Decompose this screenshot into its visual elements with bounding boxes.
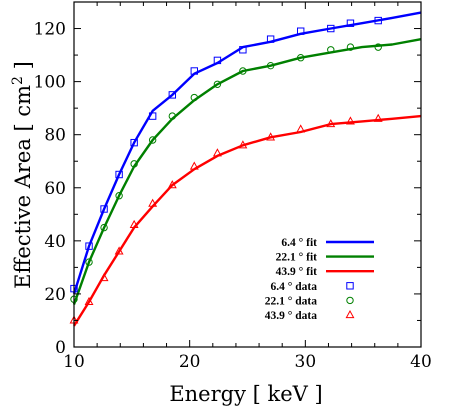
x-tick-label: 20 [179, 352, 201, 372]
data-point-circle [85, 258, 93, 266]
data-point-square [213, 56, 222, 65]
data-point-square [374, 16, 382, 25]
data-point-triangle [296, 124, 306, 133]
data-point-circle [148, 136, 157, 144]
chart-legend: 6.4 ° fit 22.1 ° fit 43.9 ° fit 6.4 ° data 2… [265, 237, 374, 322]
chart-marks [69, 11, 422, 327]
data-point-square [239, 46, 247, 54]
plot-frame [73, 1, 422, 348]
data-point-triangle [148, 198, 158, 207]
data-point-square [115, 170, 123, 179]
data-point-triangle [266, 132, 276, 141]
data-point-square [130, 138, 138, 147]
y-axis-title: Effective Area [ cm2 ] [10, 61, 35, 289]
y-tick-label: 80 [44, 126, 66, 146]
legend-label: 6.4 ° data [271, 281, 318, 293]
data-point-circle [327, 46, 335, 54]
data-point-triangle [167, 180, 177, 189]
legend-marker-swatch [345, 309, 355, 319]
fit-line-1 [72, 38, 422, 305]
data-point-triangle [212, 148, 222, 157]
data-point-circle [239, 67, 247, 75]
y-tick-label: 20 [44, 285, 66, 305]
data-point-circle [100, 223, 108, 232]
y-tick-label: 60 [44, 179, 66, 199]
data-point-circle [115, 192, 123, 200]
legend-label: 43.9 ° fit [276, 266, 317, 278]
data-point-square [297, 27, 305, 35]
x-tick-label: 30 [295, 352, 317, 372]
data-point-square [190, 67, 198, 75]
data-point-square [168, 91, 177, 99]
data-point-square [266, 35, 275, 43]
data-point-triangle [114, 246, 124, 255]
data-point-triangle [326, 119, 336, 128]
y-tick-label: 100 [34, 73, 66, 93]
data-point-triangle [189, 161, 199, 170]
data-point-square [100, 205, 108, 213]
x-axis-title: Energy [ keV ] [169, 382, 322, 406]
data-point-triangle [99, 272, 109, 282]
data-point-triangle [84, 296, 94, 305]
y-tick-label: 40 [44, 232, 66, 252]
x-tick-label: 40 [410, 352, 432, 372]
data-point-square [327, 24, 335, 33]
data-point-triangle [346, 116, 355, 125]
data-point-triangle [373, 113, 383, 122]
data-point-square [148, 112, 157, 120]
data-point-circle [190, 93, 198, 102]
data-point-square [346, 19, 355, 27]
legend-label: 43.9 ° data [265, 310, 317, 322]
y-tick-label: 0 [55, 338, 66, 358]
legend-label: 22.1 ° fit [276, 252, 317, 264]
data-point-square [85, 242, 93, 250]
data-point-circle [130, 160, 138, 168]
y-axis-title-superscript: 2 [10, 76, 26, 85]
legend-marker-swatch [346, 296, 354, 305]
chart-axes: 10 20 30 40 0 20 40 60 80 100 120 [34, 1, 432, 372]
y-axis-title-close: ] [11, 61, 35, 76]
data-point-circle [266, 61, 275, 70]
data-point-circle [346, 43, 355, 51]
fit-line-0 [72, 11, 422, 295]
data-point-circle [374, 43, 382, 51]
data-point-triangle [238, 140, 248, 149]
x-tick-label: 10 [63, 352, 85, 372]
fit-line-2 [72, 114, 422, 327]
y-tick-label: 120 [34, 20, 66, 40]
legend-marker-swatch [346, 282, 354, 290]
y-axis-title-main: Effective Area [ cm [11, 85, 35, 289]
data-point-circle [297, 54, 305, 62]
legend-label: 22.1 ° data [265, 295, 317, 307]
data-point-circle [213, 80, 222, 88]
data-point-circle [168, 112, 177, 120]
data-point-triangle [129, 219, 139, 229]
legend-label: 6.4 ° fit [281, 237, 317, 249]
